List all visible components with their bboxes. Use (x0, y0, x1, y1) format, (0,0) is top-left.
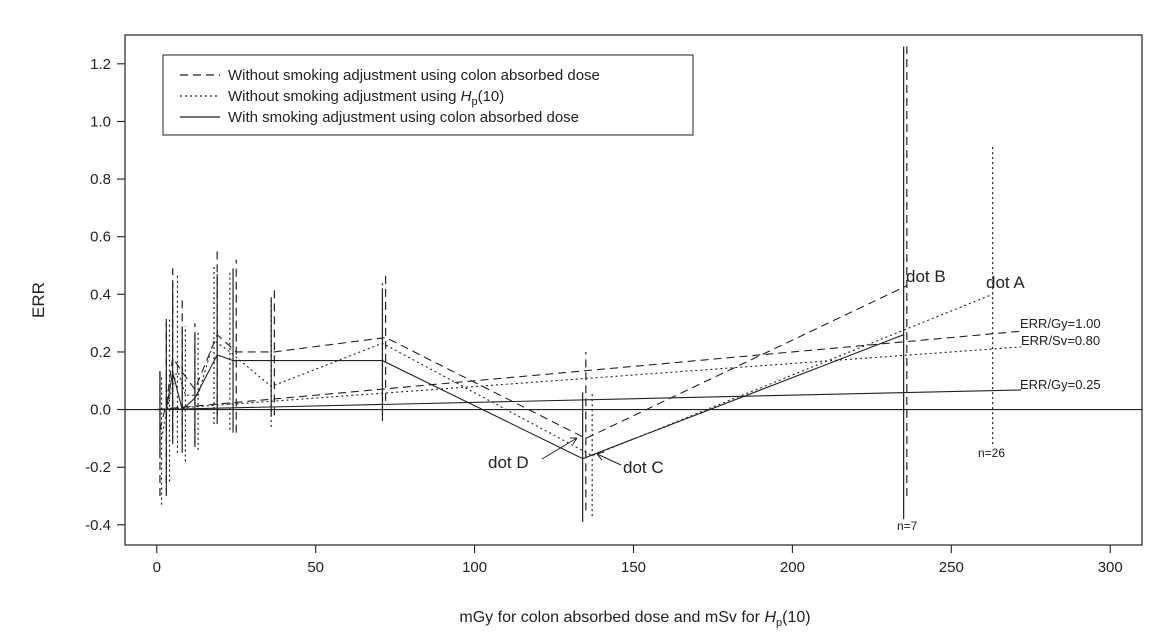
y-tick-label: 1.2 (90, 56, 111, 73)
y-tick-label: 0.8 (90, 171, 111, 188)
y-tick-label: -0.4 (85, 517, 111, 534)
annotation-arrow (596, 451, 605, 455)
legend-label: With smoking adjustment using colon abso… (228, 109, 579, 126)
y-axis-label: ERR (29, 282, 48, 318)
annotation-arrow (541, 437, 578, 460)
reference-line (156, 389, 1022, 411)
annotation-label: dot C (623, 458, 664, 477)
y-tick-label: 0.0 (90, 402, 111, 419)
legend-label: Without smoking adjustment using Hp(10) (228, 88, 504, 108)
x-tick-label: 100 (462, 559, 487, 576)
reference-line-label: ERR/Gy=1.00 (1020, 316, 1101, 331)
annotation-label: dot B (906, 267, 946, 286)
x-tick-label: 0 (153, 559, 161, 576)
x-tick-label: 300 (1098, 559, 1123, 576)
y-tick-label: 0.4 (90, 286, 111, 303)
x-tick-label: 250 (939, 559, 964, 576)
reference-line-label: ERR/Gy=0.25 (1020, 377, 1101, 392)
x-axis-label: mGy for colon absorbed dose and mSv for … (459, 609, 810, 629)
annotation-arrow (596, 453, 622, 466)
reference-line (156, 330, 1022, 411)
annotation-arrow (596, 453, 603, 461)
axis-labels: ERR mGy for colon absorbed dose and mSv … (29, 282, 811, 629)
annotation-arrow (572, 437, 578, 445)
annotation-label: n=26 (978, 446, 1005, 460)
axes: 0 50 100 150 200 250 300 -0.4 -0.2 0.0 0.2 0.4 0.6 0.… (85, 56, 1123, 576)
y-tick-label: 0.6 (90, 229, 111, 246)
plot-area (125, 46, 1142, 522)
series-line (160, 334, 904, 460)
annotation-label: dot A (986, 273, 1025, 292)
legend-box (162, 54, 694, 136)
series (159, 46, 905, 522)
x-tick-label: 50 (307, 559, 324, 576)
annotation-label: dot D (488, 453, 529, 472)
reference-line-label: ERR/Sv=0.80 (1021, 333, 1100, 348)
y-tick-label: -0.2 (85, 459, 111, 476)
y-tick-label: 1.0 (90, 113, 111, 130)
y-tick-label: 0.2 (90, 344, 111, 361)
annotation-label: n=7 (897, 519, 918, 533)
x-tick-label: 150 (621, 559, 646, 576)
legend-label: Without smoking adjustment using colon a… (228, 67, 600, 84)
x-tick-label: 200 (780, 559, 805, 576)
legend: Without smoking adjustment using colon a… (162, 54, 694, 136)
